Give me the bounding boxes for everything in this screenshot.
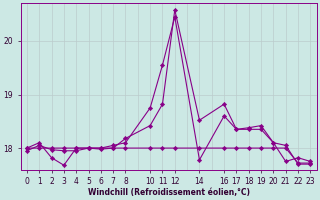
X-axis label: Windchill (Refroidissement éolien,°C): Windchill (Refroidissement éolien,°C) bbox=[88, 188, 250, 197]
